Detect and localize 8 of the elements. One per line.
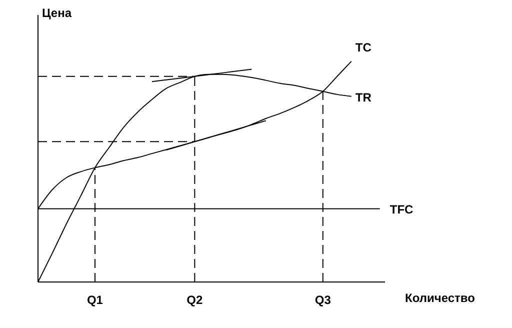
y-axis-title: Цена <box>42 6 72 20</box>
series-label: TC <box>355 40 372 54</box>
series-label: TR <box>355 90 372 104</box>
x-tick-label: Q3 <box>314 293 332 307</box>
series-label: TFC <box>390 202 414 217</box>
x-tick-label: Q2 <box>186 293 204 307</box>
x-tick-label: Q1 <box>86 293 104 307</box>
x-axis-title: Количество <box>405 291 475 305</box>
